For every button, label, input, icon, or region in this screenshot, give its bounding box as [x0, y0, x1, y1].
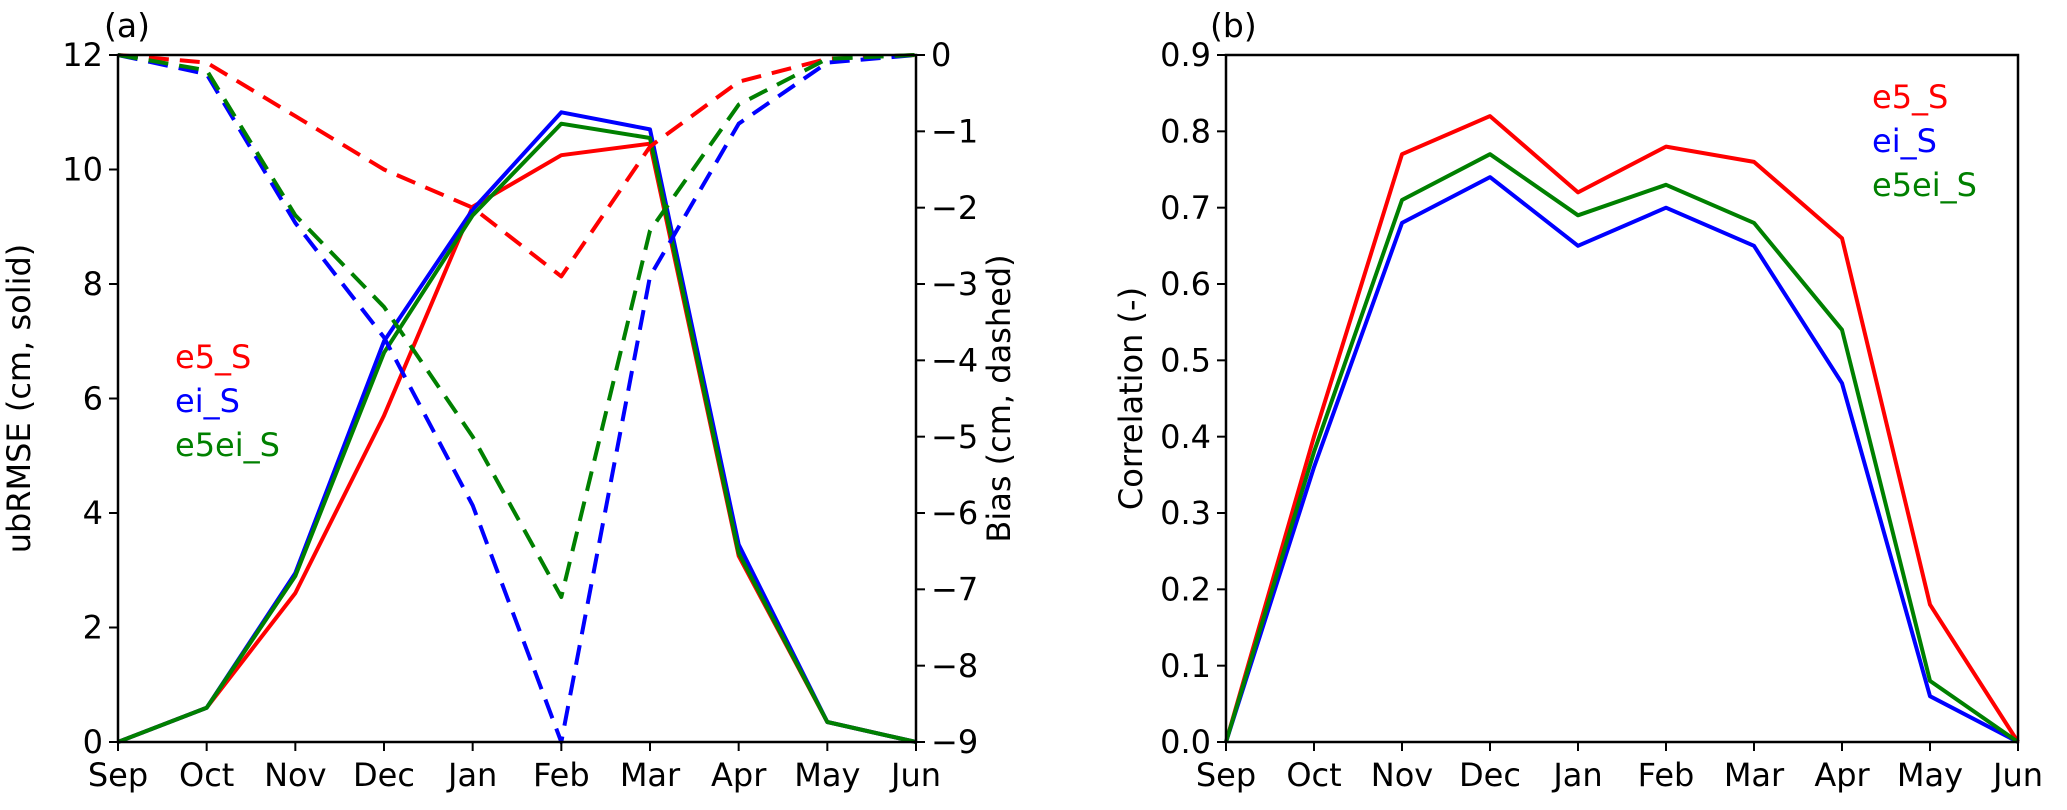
x-tick-label: May [1897, 756, 1963, 794]
series-ei_S-correlation [1224, 175, 2019, 744]
x-tick-label: Dec [1459, 756, 1521, 794]
y-tick-label: 8 [83, 265, 103, 303]
legend-item-e5_S: e5_S [1872, 78, 1948, 116]
x-tick-label: Nov [1371, 756, 1433, 794]
y-axis-label: Correlation (-) [1112, 287, 1150, 510]
y-tick-label: 0.2 [1160, 571, 1211, 609]
x-tick-label: Apr [711, 756, 767, 794]
y-tick-label: 0.4 [1160, 418, 1211, 456]
panel-b: Sep Oct Nov Dec Jan Feb Mar Apr May Jun 0.0 0.1 0.2 0… [1112, 36, 2043, 794]
y2-tick-label: −8 [931, 647, 978, 685]
y-tick-label: 0.3 [1160, 494, 1211, 532]
y2-tick-label: −9 [931, 723, 978, 761]
series-ei_S-bias [117, 53, 917, 744]
x-tick-label: Jun [1991, 756, 2043, 794]
y2-axis-label: Bias (cm, dashed) [980, 254, 1018, 542]
y-tick-label: 10 [62, 151, 103, 189]
x-tick-label: Mar [1724, 756, 1785, 794]
y-tick-label: 0.6 [1160, 265, 1211, 303]
panel-label-b: (b) [1210, 6, 1257, 45]
x-tick-label: Mar [620, 756, 681, 794]
x-tick-label: Dec [353, 756, 415, 794]
x-tick-label: Sep [1196, 756, 1256, 794]
y-axis-label: ubRMSE (cm, solid) [0, 244, 38, 554]
series-e5_S-correlation [1224, 114, 2020, 744]
y-tick-label: 0.0 [1160, 723, 1211, 761]
y2-tick-label: −2 [931, 189, 978, 227]
y2-tick-label: −4 [931, 342, 978, 380]
series-e5_S-bias [117, 53, 917, 279]
x-tick-label: Jun [889, 756, 941, 794]
legend-item-e5ei_S: e5ei_S [1872, 166, 1977, 204]
y2-tick-label: −1 [931, 113, 978, 151]
x-tick-label: Jan [1551, 756, 1602, 794]
y2-tick-label: −5 [931, 418, 978, 456]
legend-item-ei_S: ei_S [175, 382, 240, 420]
y2-tick-label: −6 [931, 494, 978, 532]
y2-tick-label: 0 [931, 36, 951, 74]
y-tick-label: 0 [83, 723, 103, 761]
x-tick-label: Feb [533, 756, 590, 794]
x-tick-label: Apr [1814, 756, 1870, 794]
y-tick-label: 0.1 [1160, 647, 1211, 685]
y-tick-label: 0.7 [1160, 189, 1211, 227]
x-tick-label: Oct [179, 756, 234, 794]
legend-item-e5_S: e5_S [175, 338, 251, 376]
y-tick-label: 4 [83, 494, 103, 532]
y-tick-label: 0.5 [1160, 342, 1211, 380]
legend-item-e5ei_S: e5ei_S [175, 426, 280, 464]
y2-tick-label: −3 [931, 265, 978, 303]
series-e5ei_S-correlation [1224, 152, 2020, 744]
x-tick-label: Oct [1286, 756, 1341, 794]
x-tick-label: May [794, 756, 860, 794]
y-tick-label: 6 [83, 380, 103, 418]
y-tick-label: 12 [62, 36, 103, 74]
panel-a: Sep Oct Nov Dec Jan Feb Mar Apr May Jun 0 2 4 6 8 10 12 u… [0, 36, 1018, 794]
y-tick-label: 2 [83, 609, 103, 647]
x-tick-label: Jan [446, 756, 497, 794]
panel-label-a: (a) [104, 6, 150, 45]
plot-border [1224, 53, 2020, 744]
y-tick-label: 0.9 [1160, 36, 1211, 74]
x-tick-label: Feb [1638, 756, 1695, 794]
y-tick-label: 0.8 [1160, 113, 1211, 151]
y2-tick-label: −7 [931, 571, 978, 609]
x-tick-label: Sep [88, 756, 148, 794]
series-e5ei_S-ubRMSE [117, 121, 917, 744]
x-tick-label: Nov [264, 756, 326, 794]
legend-item-ei_S: ei_S [1872, 122, 1937, 160]
series-e5ei_S-bias [117, 53, 917, 599]
